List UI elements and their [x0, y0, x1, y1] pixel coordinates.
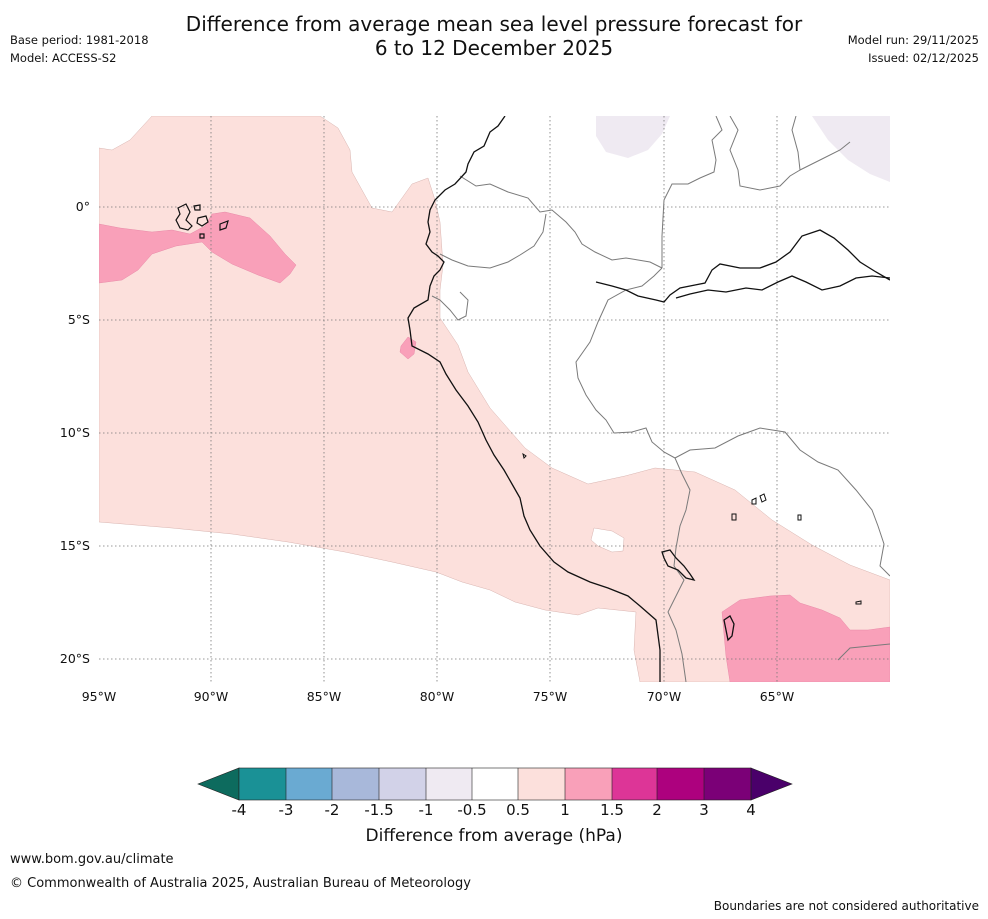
base-period: Base period: 1981-2018 — [10, 33, 149, 47]
colorbar-bin-minus3-minus2 — [286, 768, 332, 800]
lake-6 — [522, 452, 527, 459]
website-link[interactable]: www.bom.gov.au/climate — [10, 852, 174, 867]
colorbar — [197, 767, 793, 801]
border-venezuela-guyana — [729, 116, 801, 191]
coastlines — [407, 116, 890, 682]
colorbar-extend-low — [197, 767, 240, 801]
lat-label-10s: 10°S — [59, 425, 90, 440]
colorbar-extend-high — [750, 767, 793, 801]
border-brazil-north — [661, 116, 723, 268]
border-peru-bolivia — [673, 457, 691, 567]
lon-label-75w: 75°W — [532, 689, 568, 704]
issued-date: Issued: 02/12/2025 — [868, 51, 979, 65]
colorbar-bin-2-3 — [657, 768, 704, 800]
island-san-cristobal — [219, 220, 229, 231]
lon-label-85w: 85°W — [306, 689, 342, 704]
copyright-notice: © Commonwealth of Australia 2025, Austra… — [10, 876, 471, 891]
lake-1 — [751, 497, 757, 505]
lon-label-65w: 65°W — [759, 689, 795, 704]
anomaly-region-pink-south — [721, 594, 890, 682]
anomaly-region-lavender-northeast — [812, 116, 890, 182]
model-name: Model: ACCESS-S2 — [10, 51, 117, 65]
colorbar-bin-minus4-minus3 — [239, 768, 286, 800]
title-line-2: 6 to 12 December 2025 — [374, 36, 614, 60]
colorbar-bin-0-5-1 — [518, 768, 565, 800]
anomaly-region-light-pink — [99, 116, 890, 682]
colorbar-tick: -1 — [418, 801, 434, 819]
coastline-amazon-south — [675, 275, 890, 299]
colorbar-tick: 4 — [746, 801, 756, 819]
colorbar-tick: -4 — [231, 801, 247, 819]
colorbar-tick: 3 — [699, 801, 709, 819]
border-guyana-suriname — [799, 141, 851, 171]
colorbar-tick: 1.5 — [600, 801, 624, 819]
model-run: Model run: 29/11/2025 — [847, 33, 979, 47]
lake-2 — [759, 493, 767, 503]
island-small — [199, 233, 205, 239]
lake-titicaca — [661, 549, 696, 582]
lat-label-20s: 20°S — [59, 651, 90, 666]
border-colombia-ecuador-peru — [459, 175, 663, 269]
lake-5 — [855, 600, 862, 605]
colorbar-bin-minus1-5-minus1 — [379, 768, 426, 800]
colorbar-tick: -3 — [278, 801, 294, 819]
colorbar-bin-neutral — [472, 768, 518, 800]
lon-label-80w: 80°W — [419, 689, 455, 704]
colorbar-bin-1-1-5 — [565, 768, 612, 800]
colorbar-tick: 2 — [652, 801, 662, 819]
lat-label-5s: 5°S — [67, 312, 90, 327]
country-borders — [431, 116, 890, 682]
coastline-lake-south — [723, 615, 735, 642]
border-peru-south-ecuador — [431, 291, 469, 321]
colorbar-bin-minus2-minus1-5 — [332, 768, 379, 800]
colorbar-bin-1-5-2 — [612, 768, 657, 800]
title-line-1: Difference from average mean sea level p… — [185, 12, 803, 36]
lake-3 — [731, 513, 737, 521]
colorbar-bin-minus1-minus0-5 — [426, 768, 472, 800]
colorbar-dividers — [238, 767, 752, 801]
map-area — [99, 116, 890, 682]
lat-label-15s: 15°S — [59, 538, 90, 553]
border-peru-brazil — [575, 267, 676, 459]
border-bolivia-brazil — [674, 427, 890, 577]
island-santa-cruz — [196, 215, 209, 227]
border-ecuador-peru — [439, 213, 547, 269]
lon-label-95w: 95°W — [81, 689, 117, 704]
colorbar-title: Difference from average (hPa) — [365, 826, 623, 846]
border-bolivia-chile-argentina — [667, 565, 687, 682]
colorbar-tick: 1 — [560, 801, 570, 819]
lat-label-0: 0° — [75, 199, 90, 214]
galapagos-islands — [175, 203, 229, 239]
map-title: Difference from average mean sea level p… — [0, 12, 988, 60]
small-lakes — [522, 452, 862, 605]
border-paraguay — [837, 643, 890, 661]
island-isabela — [175, 203, 193, 231]
lon-label-90w: 90°W — [193, 689, 229, 704]
colorbar-tick: -1.5 — [364, 801, 394, 819]
colorbar-tick: 0.5 — [506, 801, 530, 819]
colorbar-tick: -0.5 — [457, 801, 487, 819]
anomaly-region-pink-west — [99, 211, 297, 284]
colorbar-bin-3-4 — [704, 768, 751, 800]
coastline-amazon — [595, 229, 890, 303]
anomaly-region-lavender-north — [596, 116, 670, 158]
lon-label-70w: 70°W — [646, 689, 682, 704]
boundary-disclaimer: Boundaries are not considered authoritat… — [713, 899, 979, 913]
lake-4 — [797, 514, 802, 521]
colorbar-tick: -2 — [324, 801, 340, 819]
coastline-pacific — [407, 116, 661, 682]
island-santiago — [193, 204, 201, 211]
